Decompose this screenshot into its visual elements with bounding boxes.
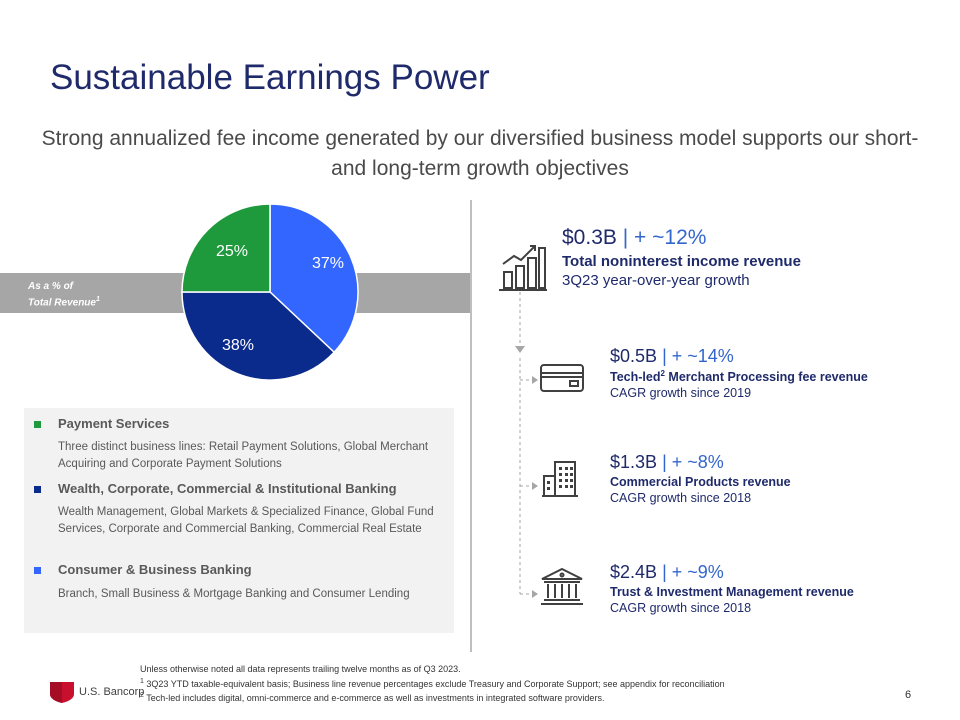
metric-amount-line: $2.4B | + ~9% [610, 562, 854, 583]
credit-card-icon [540, 364, 584, 392]
metric-label-pre: Tech-led [610, 370, 661, 385]
metric-amount-line: $1.3B | + ~8% [610, 452, 791, 473]
footnotes: Unless otherwise noted all data represen… [140, 663, 725, 705]
bank-building-icon [541, 567, 583, 605]
pie-label-wealth: 38% [222, 337, 254, 354]
metric-label-footnote: 2 [660, 369, 665, 378]
metric-separator: | [622, 226, 629, 249]
metric-subtext: CAGR growth since 2018 [610, 601, 752, 615]
bar-chart-growth-icon [499, 245, 547, 291]
metric-separator: | [662, 562, 667, 582]
metric-label: Total noninterest income revenue [562, 253, 801, 270]
footnote-2: 2 Tech-led includes digital, omni-commer… [140, 690, 725, 705]
page-number: 6 [905, 689, 912, 701]
band-label-footnote: 1 [95, 296, 100, 303]
pie-label-payment: 25% [216, 243, 248, 260]
legend-description: Three distinct business lines: Retail Pa… [58, 441, 429, 470]
band-label: As a % of Total Revenue1 [28, 280, 100, 309]
metric-subtext: CAGR growth since 2018 [610, 491, 752, 505]
metric-amount-line: $0.3B | + ~12% [562, 226, 801, 250]
metric-merchant-processing: $0.5B | + ~14% Tech-led2 Merchant Proces… [610, 346, 868, 400]
band-label-line2: Total Revenue [28, 297, 96, 309]
metric-growth: + ~14% [671, 346, 734, 366]
metric-label: Tech-led2 Merchant Processing fee revenu… [610, 369, 868, 384]
metric-trust-investment: $2.4B | + ~9% Trust & Investment Managem… [610, 562, 854, 615]
band-label-line1: As a % of [28, 281, 74, 292]
metric-label: Commercial Products revenue [610, 475, 791, 489]
metric-subtext: CAGR growth since 2019 [610, 386, 752, 401]
business-lines-legend: Payment Services Three distinct business… [24, 408, 454, 633]
footnote-1: 1 3Q23 YTD taxable-equivalent basis; Bus… [140, 676, 725, 691]
legend-title: Consumer & Business Banking [58, 562, 252, 577]
footnote-2-text: Tech-led includes digital, omni-commerce… [143, 693, 605, 703]
legend-description: Branch, Small Business & Mortgage Bankin… [58, 588, 410, 600]
metric-commercial-products: $1.3B | + ~8% Commercial Products revenu… [610, 452, 791, 505]
metric-label: Trust & Investment Management revenue [610, 585, 854, 599]
vertical-divider [470, 200, 472, 652]
legend-description: Wealth Management, Global Markets & Spec… [58, 506, 434, 535]
metric-total-noninterest-income: $0.3B | + ~12% Total noninterest income … [562, 226, 801, 289]
pie-label-consumer: 37% [312, 255, 344, 272]
metric-subtext: 3Q23 year-over-year growth [562, 272, 750, 289]
pie-slice-wealth-corporate-banking [181, 291, 336, 381]
metric-amount: $0.3B [562, 226, 617, 249]
metric-amount: $0.5B [610, 346, 658, 366]
footnote-general: Unless otherwise noted all data represen… [140, 664, 461, 674]
us-bancorp-shield-logo [50, 682, 74, 703]
metric-growth: + ~12% [634, 226, 707, 249]
legend-title: Wealth, Corporate, Commercial & Institut… [58, 481, 397, 496]
metric-label-post: Merchant Processing fee revenue [664, 370, 868, 385]
pie-slice-consumer-business-banking [269, 203, 359, 354]
metric-amount-line: $0.5B | + ~14% [610, 346, 868, 367]
legend-swatch-consumer [34, 567, 41, 574]
footnote-1-marker: 1 [140, 677, 144, 685]
metric-growth: + ~8% [671, 452, 724, 472]
legend-swatch-wealth [34, 486, 41, 493]
footnote-1-text: 3Q23 YTD taxable-equivalent basis; Busin… [143, 678, 725, 689]
legend-swatch-payment [34, 421, 41, 428]
footnote-2-marker: 2 [140, 692, 144, 699]
pie-slice-payment-services [181, 203, 271, 293]
office-building-icon [542, 461, 578, 497]
metric-separator: | [662, 346, 667, 366]
metric-growth: + ~9% [671, 562, 724, 582]
page-subtitle: Strong annualized fee income generated b… [41, 127, 919, 180]
page-title: Sustainable Earnings Power [50, 58, 490, 97]
logo-text: U.S. Bancorp [79, 686, 145, 698]
metric-amount: $1.3B [610, 452, 658, 472]
legend-title: Payment Services [58, 416, 170, 431]
metric-connector [515, 292, 538, 598]
metric-amount: $2.4B [610, 562, 658, 582]
revenue-pie-chart: 37% 38% 25% [181, 203, 359, 381]
metric-separator: | [662, 452, 667, 472]
